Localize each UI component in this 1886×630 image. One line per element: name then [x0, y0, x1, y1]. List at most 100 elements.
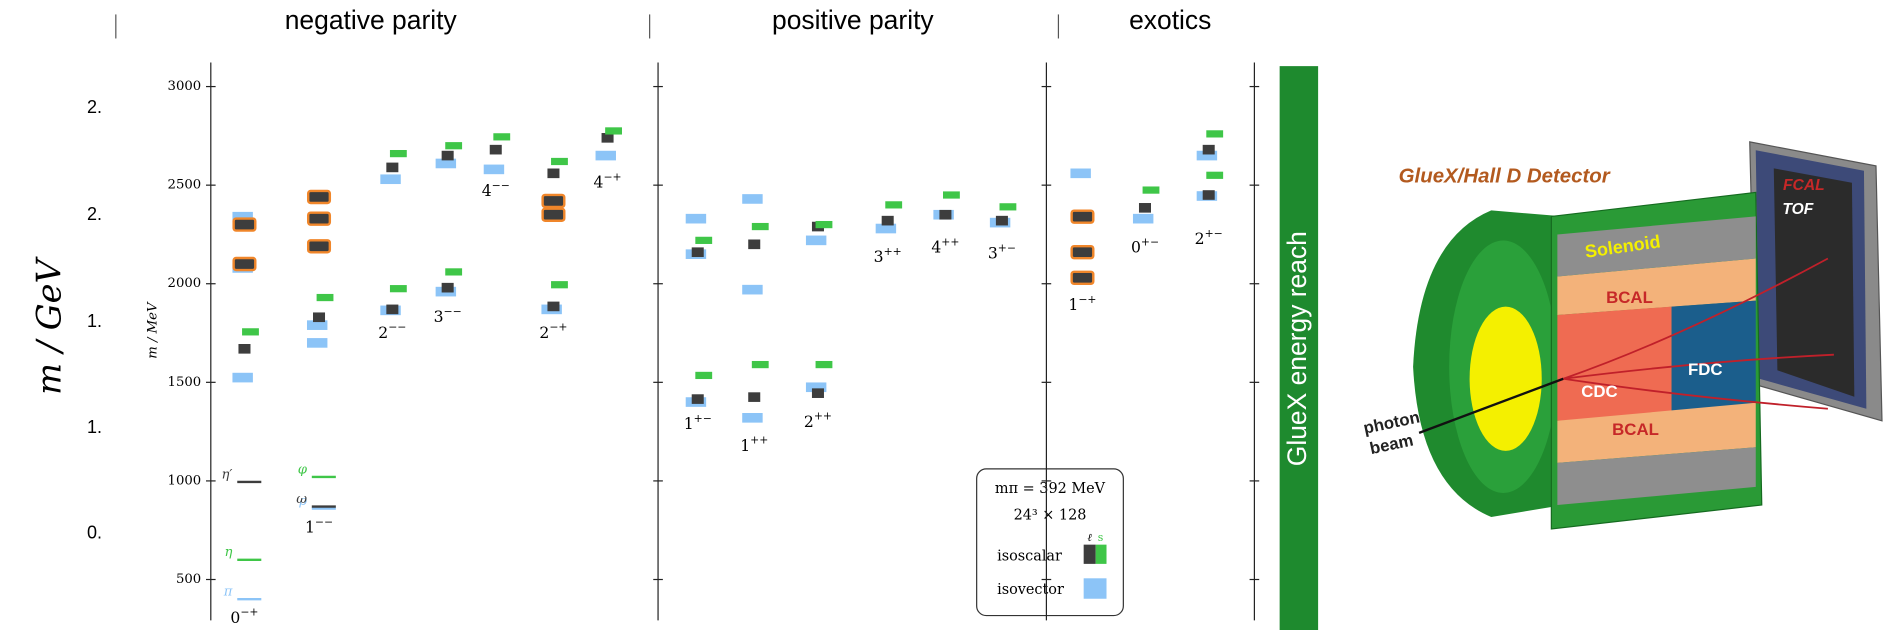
legend-entry: isovector	[997, 582, 1064, 598]
column-PC: −+	[1078, 293, 1096, 306]
y-tick-label: 500	[176, 572, 201, 587]
isovector-level	[742, 284, 763, 295]
isoscalar-light-level	[1202, 190, 1215, 200]
column-PC: ++	[750, 434, 768, 447]
column-J: 1	[305, 519, 315, 537]
isoscalar-strange-level	[389, 285, 407, 293]
isoscalar-strange-level	[316, 293, 334, 302]
isoscalar-light-level	[748, 392, 761, 402]
legend-entry: isoscalar	[997, 548, 1062, 564]
isoscalar-light-level	[748, 239, 761, 250]
legend-swatch	[1083, 578, 1107, 599]
column-PC: −+	[603, 170, 621, 183]
isoscalar-light-level	[881, 215, 894, 226]
highlighted-level	[232, 217, 257, 232]
detector-part: FCAL	[1783, 177, 1825, 194]
column-PC: −+	[240, 606, 258, 619]
isovector-level	[1196, 150, 1218, 161]
isovector-level	[232, 372, 253, 383]
isoscalar-strange-level	[815, 220, 833, 229]
isovector-level	[483, 164, 505, 175]
column-label: 2++	[804, 410, 832, 431]
column-J: 2	[539, 324, 549, 342]
isoscalar-strange-level	[389, 149, 407, 158]
column-J: 3	[874, 248, 884, 266]
isoscalar-light-level	[691, 394, 704, 404]
column-label: 4++	[931, 235, 959, 256]
outer-tick-label: 2.	[87, 204, 102, 224]
column-label: 1−−	[305, 515, 333, 536]
column-J: 1	[1068, 296, 1078, 314]
column-J: 4	[931, 238, 941, 256]
state-name: ω	[296, 492, 307, 507]
isoscalar-light-level	[441, 282, 454, 293]
isoscalar-light-level	[441, 150, 454, 161]
isoscalar-strange-level	[695, 371, 713, 380]
isoscalar-strange-level	[999, 203, 1017, 211]
column-J: 0	[1131, 238, 1141, 256]
isovector-level	[685, 213, 707, 224]
column-PC: ++	[941, 235, 959, 248]
column-PC: +−	[998, 241, 1016, 254]
highlighted-level	[1070, 244, 1095, 260]
isovector-level	[875, 223, 897, 234]
column-label: 3++	[874, 245, 902, 266]
column-PC: ++	[884, 245, 902, 258]
isovector-level	[1132, 213, 1154, 224]
column-J: 4	[594, 174, 604, 192]
legend-line: 24³ × 128	[1014, 507, 1087, 523]
column-PC: −−	[388, 321, 406, 334]
state-name: φ	[298, 462, 308, 477]
isoscalar-light-level	[1202, 144, 1215, 155]
isovector-level	[805, 382, 827, 393]
column-PC: −−	[444, 305, 462, 318]
column-label: 1−+	[1068, 293, 1096, 314]
isoscalar-light-level	[386, 304, 399, 315]
isovector-level	[232, 211, 253, 222]
isoscalar-light-level	[238, 343, 251, 354]
column-label: 4−+	[594, 170, 622, 191]
beam-label: photon	[1362, 407, 1422, 437]
legend-flavor: ℓ	[1087, 531, 1092, 544]
legend-flavor: s	[1098, 531, 1104, 544]
highlighted-level	[306, 239, 332, 254]
legend-line: mπ = 392 MeV	[995, 481, 1106, 497]
outer-tick-label: 0.	[87, 523, 102, 543]
isovector-level	[306, 320, 328, 330]
isovector-level	[742, 194, 763, 204]
isoscalar-strange-level	[445, 268, 463, 276]
isoscalar-light-level	[691, 247, 704, 258]
state-name: π	[223, 585, 233, 600]
detector-part: BCAL	[1606, 288, 1653, 307]
column-J: 2	[378, 324, 388, 342]
legend-swatch	[1083, 544, 1096, 564]
column-label: 2−−	[378, 321, 406, 342]
isoscalar-light-level	[386, 162, 399, 173]
column-PC: ++	[814, 410, 832, 423]
isoscalar-strange-level	[445, 142, 463, 150]
column-PC: +−	[1205, 227, 1223, 240]
isoscalar-strange-level	[551, 157, 568, 166]
column-J: 2	[1195, 230, 1205, 248]
highlighted-level	[541, 207, 566, 222]
isoscalar-light-level	[995, 215, 1008, 226]
column-J: 4	[482, 182, 492, 200]
isoscalar-strange-level	[751, 360, 769, 369]
isoscalar-strange-level	[551, 281, 568, 289]
isoscalar-light-level	[547, 301, 560, 312]
detector-title: GlueX/Hall D Detector	[1399, 166, 1611, 188]
isovector-level	[380, 174, 401, 185]
column-PC: +−	[694, 412, 712, 425]
detector-part: BCAL	[1612, 420, 1659, 439]
isoscalar-light-level	[547, 168, 560, 179]
column-J: 1	[740, 437, 750, 455]
isoscalar-strange-level	[1142, 186, 1160, 194]
header: positive parity	[772, 5, 934, 35]
highlighted-level	[1070, 270, 1095, 286]
column-label: 3−−	[434, 305, 462, 326]
isoscalar-light-level	[1138, 203, 1151, 213]
column-label: 0+−	[1131, 235, 1159, 256]
detector	[1413, 141, 1883, 530]
isoscalar-strange-level	[751, 222, 769, 231]
